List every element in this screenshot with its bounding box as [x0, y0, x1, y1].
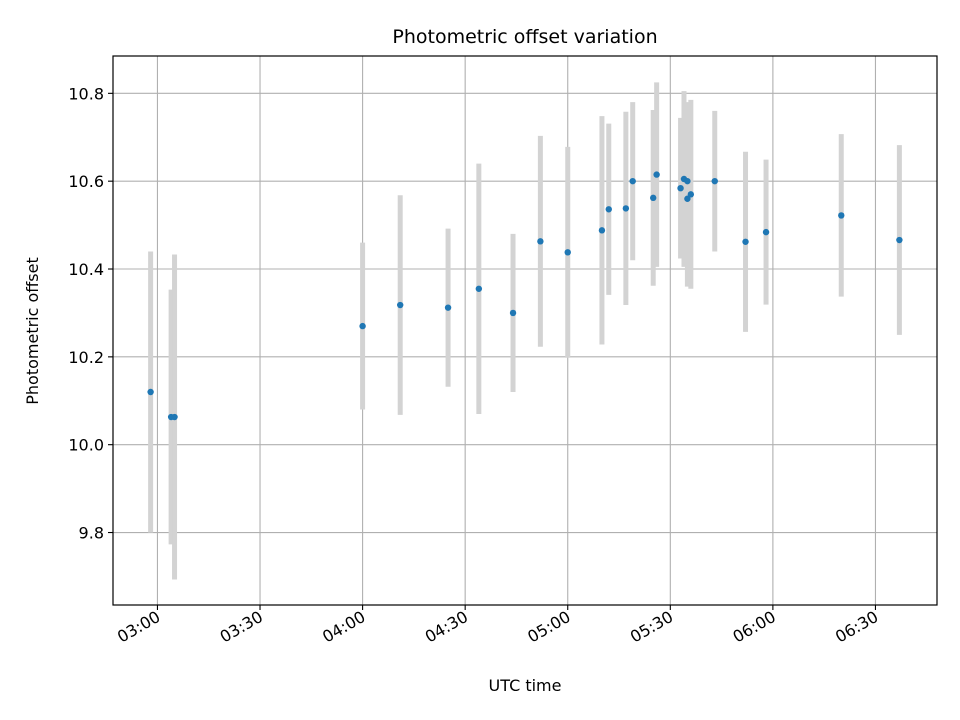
- data-point: [564, 249, 571, 256]
- y-tick-label: 9.8: [79, 524, 104, 543]
- data-point: [838, 212, 845, 219]
- data-point: [147, 388, 154, 396]
- chart-title: Photometric offset variation: [392, 26, 657, 48]
- y-axis-label: Photometric offset: [23, 257, 42, 405]
- data-point: [762, 228, 770, 236]
- data-point: [687, 191, 695, 198]
- y-tick-label: 10.4: [68, 260, 104, 279]
- y-tick-label: 10.8: [68, 84, 104, 103]
- y-axis-ticks: 9.8 10.0 10.2 10.4 10.6 10.8: [68, 84, 113, 543]
- y-tick-label: 10.6: [68, 172, 104, 191]
- data-point: [622, 205, 630, 212]
- data-point: [711, 177, 718, 185]
- data-point: [537, 238, 544, 245]
- data-point: [684, 177, 691, 185]
- data-point: [629, 177, 636, 185]
- data-point: [605, 206, 612, 213]
- data-point: [509, 309, 517, 317]
- data-point: [684, 195, 691, 202]
- data-point: [742, 238, 749, 245]
- x-axis-label: UTC time: [489, 676, 562, 695]
- data-point: [677, 184, 684, 192]
- data-point: [475, 285, 483, 292]
- data-point: [397, 301, 404, 309]
- data-point: [359, 322, 366, 330]
- data-point: [598, 227, 606, 234]
- data-point: [653, 171, 660, 178]
- data-point: [650, 194, 657, 202]
- data-points: [147, 171, 903, 421]
- data-point: [444, 304, 452, 311]
- y-tick-label: 10.0: [68, 436, 104, 455]
- data-point: [896, 236, 903, 244]
- y-tick-label: 10.2: [68, 348, 104, 367]
- data-point: [171, 413, 178, 421]
- plot-frame: [112, 55, 938, 606]
